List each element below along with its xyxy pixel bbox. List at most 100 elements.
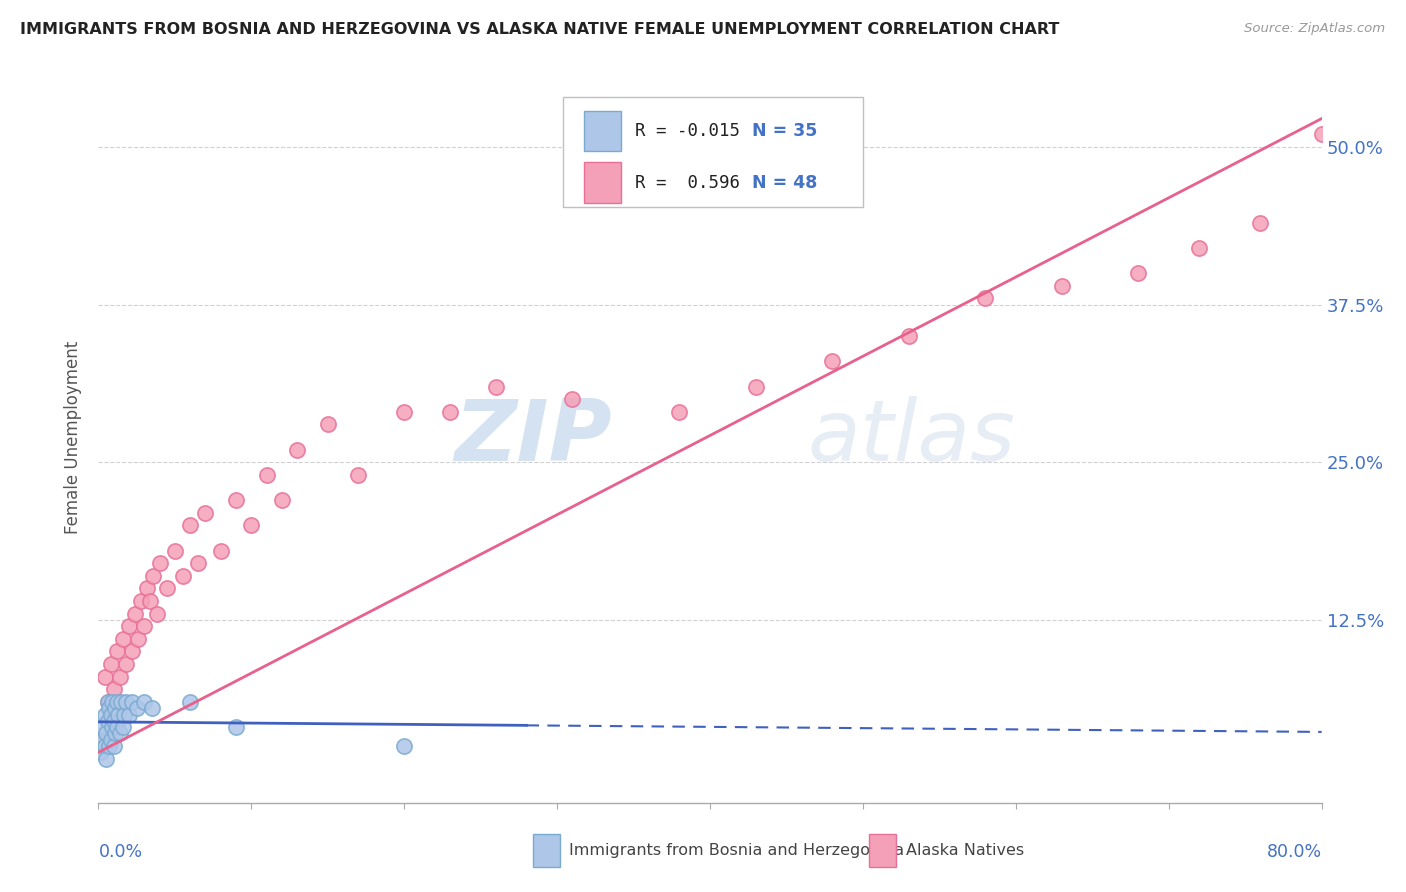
Point xyxy=(101,695,124,709)
Point xyxy=(103,714,125,728)
Point xyxy=(285,442,308,457)
Point xyxy=(94,752,117,766)
Point xyxy=(172,569,194,583)
Text: N = 35: N = 35 xyxy=(752,122,817,140)
Point xyxy=(1188,241,1211,255)
Point xyxy=(668,405,690,419)
FancyBboxPatch shape xyxy=(583,112,620,152)
Point xyxy=(179,695,201,709)
Point xyxy=(100,657,122,671)
Point xyxy=(90,732,112,747)
Point xyxy=(121,644,143,658)
Point xyxy=(93,707,115,722)
Point xyxy=(139,594,162,608)
Text: 0.0%: 0.0% xyxy=(98,843,142,861)
Text: R =  0.596: R = 0.596 xyxy=(636,174,741,192)
FancyBboxPatch shape xyxy=(583,162,620,202)
Point xyxy=(821,354,844,368)
Text: N = 48: N = 48 xyxy=(752,174,817,192)
Point xyxy=(91,732,114,747)
Point xyxy=(103,682,125,697)
Point xyxy=(136,582,159,596)
Point xyxy=(149,556,172,570)
Point xyxy=(110,695,132,709)
Point xyxy=(93,739,115,753)
Point xyxy=(94,726,117,740)
Text: Alaska Natives: Alaska Natives xyxy=(905,843,1024,858)
Point xyxy=(209,543,232,558)
Point xyxy=(91,720,114,734)
FancyBboxPatch shape xyxy=(564,97,863,207)
FancyBboxPatch shape xyxy=(533,834,560,867)
Point xyxy=(187,556,209,570)
FancyBboxPatch shape xyxy=(869,834,896,867)
Point xyxy=(100,732,122,747)
Point xyxy=(98,701,121,715)
Y-axis label: Female Unemployment: Female Unemployment xyxy=(65,341,83,533)
Point xyxy=(141,701,163,715)
Point xyxy=(1249,216,1271,230)
Point xyxy=(392,739,416,753)
Point xyxy=(97,695,120,709)
Point xyxy=(93,670,115,684)
Point xyxy=(225,493,247,508)
Point xyxy=(104,701,127,715)
Point xyxy=(145,607,167,621)
Point xyxy=(125,701,148,715)
Point xyxy=(256,467,278,482)
Point xyxy=(111,720,134,734)
Point xyxy=(105,720,128,734)
Point xyxy=(101,720,124,734)
Point xyxy=(105,644,128,658)
Point xyxy=(974,291,997,305)
Point xyxy=(439,405,461,419)
Point xyxy=(134,695,156,709)
Text: atlas: atlas xyxy=(808,395,1017,479)
Point xyxy=(1050,278,1073,293)
Text: R = -0.015: R = -0.015 xyxy=(636,122,741,140)
Point xyxy=(142,569,165,583)
Point xyxy=(97,714,120,728)
Point xyxy=(225,720,247,734)
Point xyxy=(347,467,370,482)
Point xyxy=(240,518,263,533)
Point xyxy=(118,619,141,633)
Point xyxy=(105,695,128,709)
Point xyxy=(1128,266,1150,280)
Point xyxy=(897,329,920,343)
Point xyxy=(115,695,138,709)
Point xyxy=(270,493,292,508)
Point xyxy=(561,392,583,407)
Point xyxy=(121,695,143,709)
Point xyxy=(90,745,112,759)
Text: Source: ZipAtlas.com: Source: ZipAtlas.com xyxy=(1244,22,1385,36)
Point xyxy=(118,707,141,722)
Point xyxy=(115,657,138,671)
Point xyxy=(104,726,127,740)
Point xyxy=(100,707,122,722)
Point xyxy=(392,405,416,419)
Point xyxy=(108,670,131,684)
Point xyxy=(163,543,186,558)
Point xyxy=(129,594,152,608)
Point xyxy=(103,739,125,753)
Point xyxy=(108,726,131,740)
Text: ZIP: ZIP xyxy=(454,395,612,479)
Text: Immigrants from Bosnia and Herzegovina: Immigrants from Bosnia and Herzegovina xyxy=(569,843,904,858)
Point xyxy=(179,518,201,533)
Point xyxy=(98,739,121,753)
Point xyxy=(127,632,149,646)
Point xyxy=(107,707,129,722)
Text: IMMIGRANTS FROM BOSNIA AND HERZEGOVINA VS ALASKA NATIVE FEMALE UNEMPLOYMENT CORR: IMMIGRANTS FROM BOSNIA AND HERZEGOVINA V… xyxy=(20,22,1059,37)
Text: 80.0%: 80.0% xyxy=(1267,843,1322,861)
Point xyxy=(111,632,134,646)
Point xyxy=(112,707,135,722)
Point xyxy=(1310,128,1333,142)
Point xyxy=(485,379,508,393)
Point xyxy=(156,582,179,596)
Point xyxy=(134,619,156,633)
Point xyxy=(194,506,217,520)
Point xyxy=(124,607,146,621)
Point xyxy=(316,417,339,432)
Point xyxy=(745,379,768,393)
